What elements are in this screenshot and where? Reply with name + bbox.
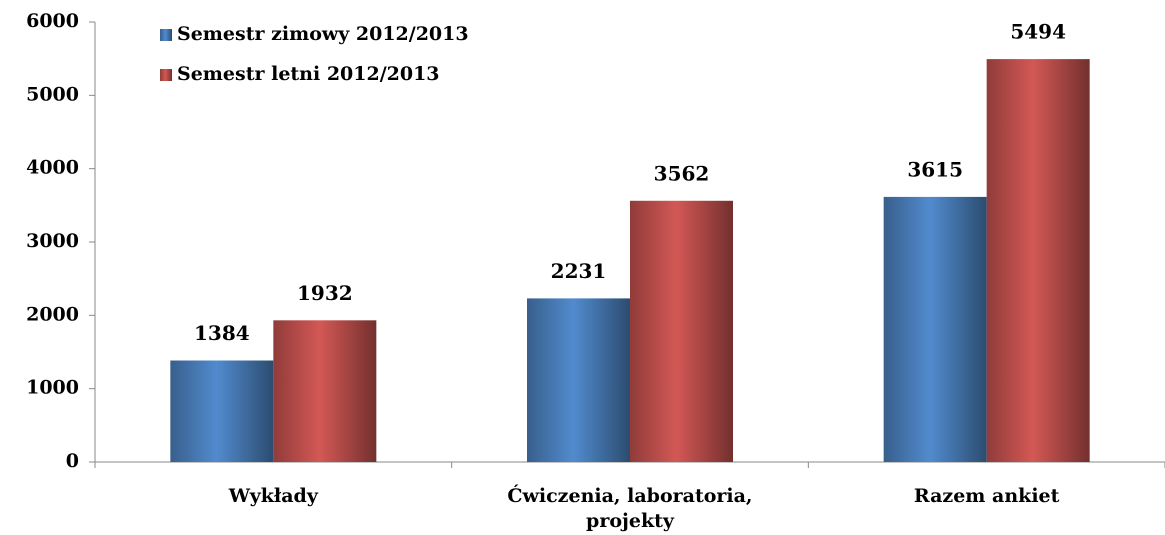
y-tick-label: 3000 <box>26 230 79 252</box>
y-tick-label: 0 <box>66 450 79 472</box>
bar <box>273 320 377 462</box>
data-label: 1932 <box>297 281 353 305</box>
bar <box>170 360 274 462</box>
x-tick-label: Wykłady <box>228 485 318 507</box>
legend-swatch <box>160 29 172 41</box>
data-label: 3562 <box>654 161 710 185</box>
legend-label: Semestr zimowy 2012/2013 <box>177 23 469 45</box>
data-label: 1384 <box>194 321 250 345</box>
x-tick-label: Ćwiczenia, laboratoria, projekty <box>507 485 753 532</box>
legend-swatch <box>160 69 172 81</box>
bar <box>883 196 987 462</box>
bar <box>986 59 1090 463</box>
data-label: 2231 <box>551 259 607 283</box>
x-tick-label: Razem ankiet <box>913 485 1060 507</box>
y-tick-label: 6000 <box>26 10 79 32</box>
y-tick-label: 5000 <box>26 83 79 105</box>
data-label: 3615 <box>907 157 963 181</box>
data-label: 5494 <box>1010 20 1066 44</box>
y-tick-label: 1000 <box>26 377 79 399</box>
bar <box>630 200 733 462</box>
y-tick-label: 4000 <box>26 157 79 179</box>
y-tick-label: 2000 <box>26 303 79 325</box>
legend-label: Semestr letni 2012/2013 <box>177 63 440 85</box>
bar <box>527 298 630 462</box>
